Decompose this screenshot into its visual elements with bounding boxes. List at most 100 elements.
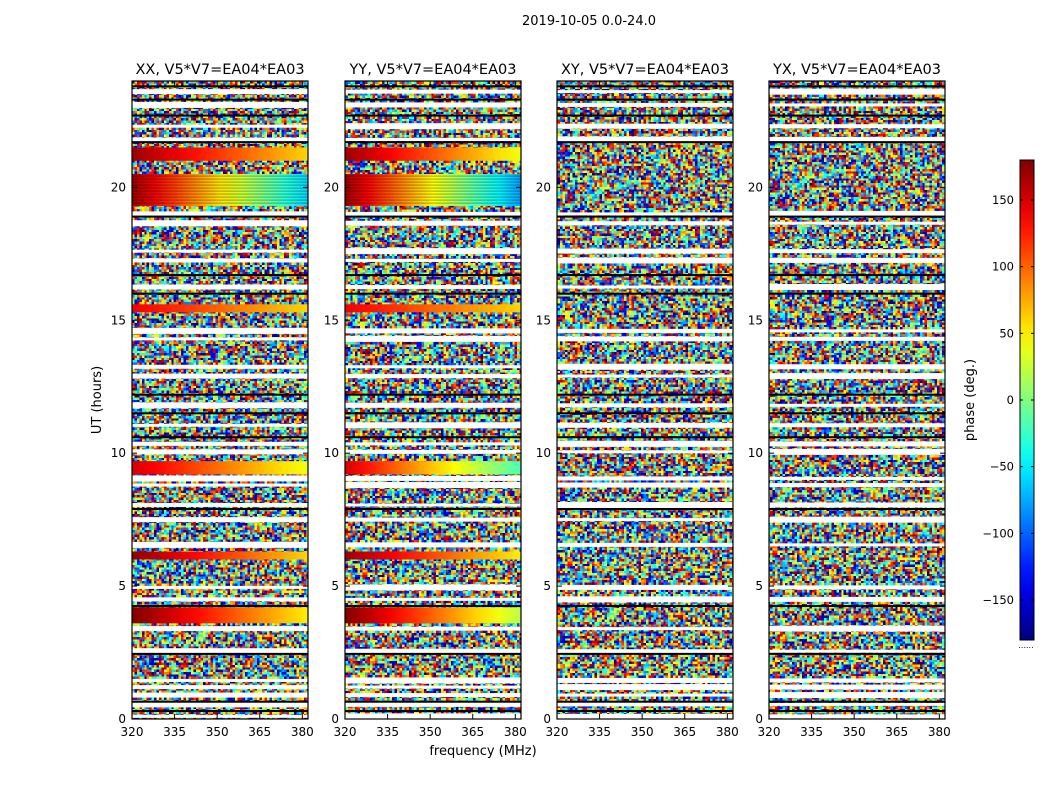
flagged-row [769, 502, 945, 508]
black-row [132, 393, 308, 396]
flagged-row [345, 402, 521, 408]
flagged-row [345, 648, 521, 654]
flagged-row [345, 701, 521, 707]
black-row [132, 98, 308, 101]
x-tick-label: 320 [334, 725, 357, 739]
panel-title: YY, V5*V7=EA04*EA03 [349, 62, 517, 78]
black-row [132, 652, 308, 655]
flagged-row [769, 210, 945, 217]
flagged-row [345, 677, 521, 684]
flagged-row [557, 403, 733, 408]
flagged-row [345, 89, 521, 94]
black-row [345, 507, 521, 510]
flagged-row [769, 692, 945, 699]
flagged-row [557, 374, 733, 378]
black-row [557, 114, 733, 117]
black-row [557, 412, 733, 415]
black-row [345, 700, 521, 703]
panel-1: YY, V5*V7=EA04*EA03 320 335 350 365 380 0 5 10 15… [324, 62, 527, 739]
y-tick-label: 15 [536, 313, 551, 327]
panel-title: XX, V5*V7=EA04*EA03 [135, 62, 304, 78]
coherent-band [132, 174, 308, 206]
black-row [557, 274, 733, 277]
black-row [345, 652, 521, 655]
flagged-row [345, 211, 521, 216]
panel-frame [556, 80, 734, 720]
flagged-row [769, 476, 945, 480]
y-tick-label: 20 [748, 180, 763, 194]
black-row [769, 700, 945, 703]
flagged-row [345, 365, 521, 369]
y-tick-label: 15 [111, 313, 126, 327]
colorbar-label: phase (deg.) [963, 359, 978, 441]
flagged-row [557, 584, 733, 590]
coherent-band [345, 607, 521, 624]
x-tick-label: 380 [291, 725, 314, 739]
flagged-row [769, 221, 945, 225]
flagged-row [769, 448, 945, 455]
flagged-row [132, 701, 308, 708]
panel-0: XX, V5*V7=EA04*EA03 320 335 350 365 380 0 5 10 15… [111, 62, 314, 739]
flagged-row [557, 123, 733, 129]
y-tick-label: 10 [536, 446, 551, 460]
figure-suptitle: 2019-10-05 0.0-24.0 [522, 14, 656, 29]
black-row [557, 292, 733, 295]
panel-plot-area [132, 81, 308, 719]
black-row [557, 98, 733, 101]
colorbar-tick-label: 50 [999, 326, 1014, 340]
flagged-row [132, 258, 308, 263]
flagged-row [557, 221, 733, 226]
flagged-row [769, 423, 945, 428]
flagged-row [132, 402, 308, 409]
x-tick-label: 380 [928, 725, 951, 739]
coherent-band [132, 147, 308, 161]
flagged-row [132, 678, 308, 682]
flagged-row [345, 285, 521, 290]
black-row [345, 710, 521, 713]
flagged-row [345, 482, 521, 489]
x-tick-label: 350 [419, 725, 442, 739]
flagged-row [557, 285, 733, 289]
black-row [769, 605, 945, 608]
flagged-row [132, 284, 308, 290]
black-row [769, 141, 945, 144]
flagged-row [345, 517, 521, 522]
flagged-row [345, 248, 521, 255]
black-row [132, 700, 308, 703]
black-row [345, 85, 521, 88]
flagged-row [132, 517, 308, 523]
flagged-row [557, 482, 733, 488]
black-row [345, 393, 521, 396]
flagged-row [557, 693, 733, 697]
coherent-band [345, 551, 521, 560]
x-tick-label: 365 [673, 725, 696, 739]
flagged-row [132, 441, 308, 446]
flagged-row [345, 542, 521, 548]
panel-title: YX, V5*V7=EA04*EA03 [772, 62, 941, 78]
y-tick-label: 5 [118, 579, 126, 593]
flagged-row [769, 124, 945, 129]
x-tick-label: 335 [800, 725, 823, 739]
flagged-row [132, 483, 308, 487]
black-row [345, 141, 521, 144]
flagged-row [345, 422, 521, 429]
black-row [132, 710, 308, 713]
flagged-row [769, 543, 945, 547]
flagged-row [769, 678, 945, 683]
flagged-row [557, 328, 733, 333]
flagged-row [769, 483, 945, 488]
flagged-row [345, 123, 521, 130]
flagged-row [557, 702, 733, 707]
y-tick-label: 0 [755, 712, 763, 726]
x-tick-label: 365 [248, 725, 271, 739]
y-tick-label: 20 [111, 180, 126, 194]
black-row [769, 292, 945, 295]
flagged-row [557, 649, 733, 654]
panels: XX, V5*V7=EA04*EA03 320 335 350 365 380 0 5 10 15… [111, 62, 951, 739]
black-row [557, 436, 733, 439]
flagged-row [345, 693, 521, 698]
y-tick-label: 20 [324, 180, 339, 194]
flagged-row [345, 685, 521, 689]
flagged-row [769, 702, 945, 706]
flagged-row [769, 441, 945, 447]
